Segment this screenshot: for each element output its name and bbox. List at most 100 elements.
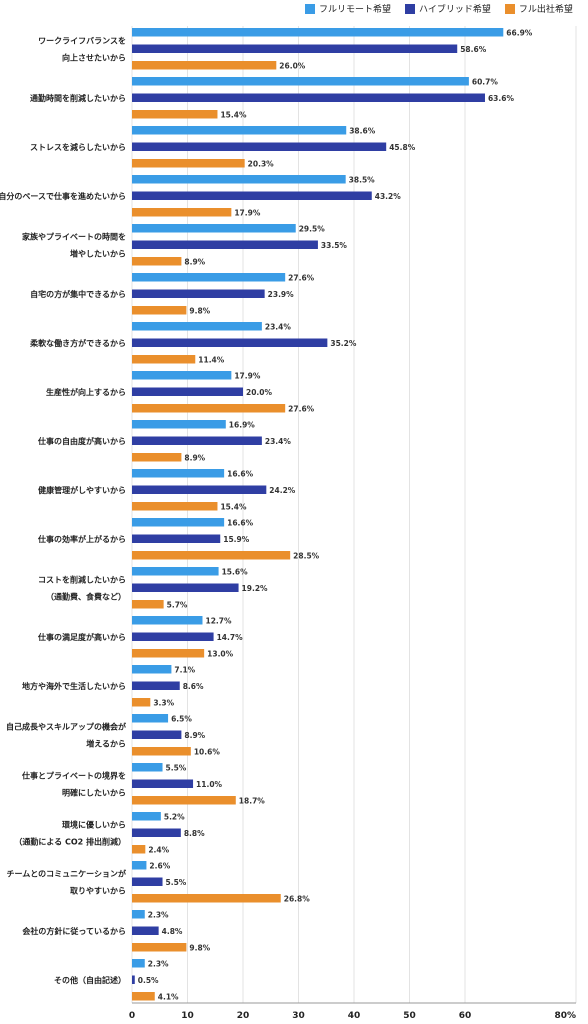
value-label: 5.5% [166,764,187,773]
bar-series-0 [132,763,163,772]
value-label: 11.4% [198,356,225,365]
bar-series-2 [132,257,182,266]
x-tick-label: 80% [554,1011,576,1021]
value-label: 3.3% [153,699,174,708]
bar-series-0 [132,322,262,331]
category-label: 向上させたいから [62,52,126,62]
value-label: 8.9% [184,454,205,463]
bar-series-2 [132,306,187,315]
x-tick-label: 50 [403,1011,416,1021]
value-label: 43.2% [375,192,402,201]
value-label: 11.0% [196,780,223,789]
category-label: 会社の方針に従っているから [22,926,126,936]
bar-series-0 [132,812,161,821]
bar-series-0 [132,910,145,919]
value-label: 26.0% [279,62,306,71]
bar-series-0 [132,959,145,968]
value-label: 45.8% [389,143,416,152]
category-label: 増えるから [86,738,126,748]
value-label: 27.6% [288,405,315,414]
value-label: 16.9% [229,421,256,430]
value-label: 5.5% [166,878,187,887]
bar-series-2 [132,453,182,462]
value-label: 23.4% [265,437,292,446]
bar-series-0 [132,175,346,184]
category-label: 仕事の効率が上がるから [37,534,126,544]
value-label: 13.0% [207,650,234,659]
value-label: 58.6% [460,45,487,54]
category-label: 増やしたいから [70,248,126,258]
bar-series-0 [132,77,469,86]
bar-series-0 [132,518,225,527]
category-label: （通勤による CO2 排出削減） [14,836,126,846]
legend-swatch-full-remote [305,3,315,14]
bar-series-2 [132,992,155,1001]
value-label: 29.5% [299,225,326,234]
bar-series-2 [132,159,245,168]
bar-series-1 [132,975,135,984]
category-label: ワークライフバランスを [38,35,126,45]
value-label: 23.4% [265,323,292,332]
bar-series-2 [132,110,218,119]
bar-series-2 [132,943,187,952]
bar-series-2 [132,796,236,805]
bar-series-1 [132,926,159,935]
category-label: 柔軟な働き方ができるから [29,338,126,348]
x-tick-label: 20 [237,1011,250,1021]
value-label: 2.3% [148,911,169,920]
value-label: 17.9% [234,372,261,381]
value-label: 4.8% [162,927,183,936]
x-tick-label: 10 [181,1011,194,1021]
value-label: 10.6% [194,748,221,757]
value-label: 17.9% [234,209,261,218]
x-tick-label: 60 [459,1011,472,1021]
value-label: 5.7% [167,601,188,610]
bar-series-1 [132,828,181,837]
bar-series-2 [132,845,146,854]
legend-label-full-remote: フルリモート希望 [319,5,392,15]
bar-series-1 [132,93,485,102]
bar-series-1 [132,142,387,151]
bar-series-0 [132,126,347,135]
category-label: 仕事の自由度が高いから [37,436,126,446]
value-label: 8.6% [183,682,204,691]
legend: フルリモート希望 ハイブリッド希望 フル出社希望 [305,2,573,15]
category-label: 明確にしたいから [62,787,126,797]
x-tick-label: 30 [292,1011,305,1021]
bar-series-1 [132,681,180,690]
bar-series-0 [132,861,147,870]
bar-series-1 [132,583,239,592]
legend-swatch-full-office [504,3,515,14]
category-label: その他（自由記述） [54,975,126,985]
category-label: チームとのコミュニケーションが [6,868,127,878]
value-label: 8.8% [184,829,205,838]
category-label: ストレスを減らしたいから [30,142,126,152]
bar-series-1 [132,436,262,445]
value-label: 27.6% [288,274,315,283]
value-label: 2.4% [148,846,169,855]
bar-series-1 [132,779,194,788]
value-label: 15.4% [220,503,247,512]
value-label: 14.7% [217,633,244,642]
value-label: 9.8% [189,307,210,316]
category-label: 健康管理がしやすいから [38,485,126,495]
bar-series-0 [132,224,296,233]
bar-series-0 [132,371,232,380]
value-label: 16.6% [227,519,254,528]
value-label: 2.6% [149,862,170,871]
value-label: 7.1% [174,666,195,675]
value-label: 38.6% [349,127,376,136]
value-label: 20.3% [248,160,275,169]
category-label: 地方や海外で生活したいから [22,681,126,691]
bar-series-2 [132,208,232,217]
bar-series-1 [132,387,243,396]
value-label: 8.9% [184,731,205,740]
bar-series-1 [132,877,163,886]
value-label: 38.5% [349,176,376,185]
bar-series-0 [132,616,203,625]
category-label: コストを削減したいから [38,574,126,584]
bar-series-0 [132,420,226,429]
bar-series-1 [132,730,182,739]
value-label: 28.5% [293,552,320,561]
category-label: 取りやすいから [70,885,126,895]
